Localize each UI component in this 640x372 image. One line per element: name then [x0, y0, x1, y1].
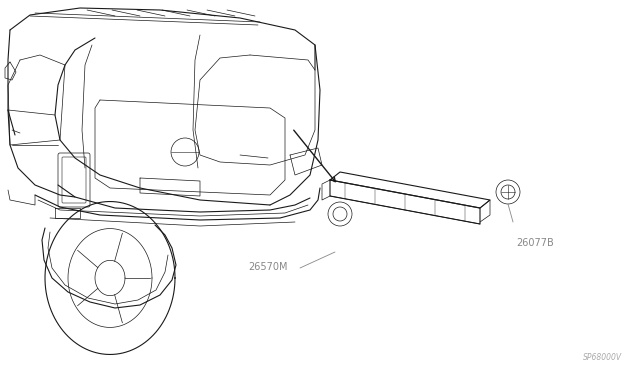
Text: 26570M: 26570M: [248, 262, 287, 272]
Text: 26077B: 26077B: [516, 238, 554, 248]
Text: SP68000V: SP68000V: [583, 353, 622, 362]
